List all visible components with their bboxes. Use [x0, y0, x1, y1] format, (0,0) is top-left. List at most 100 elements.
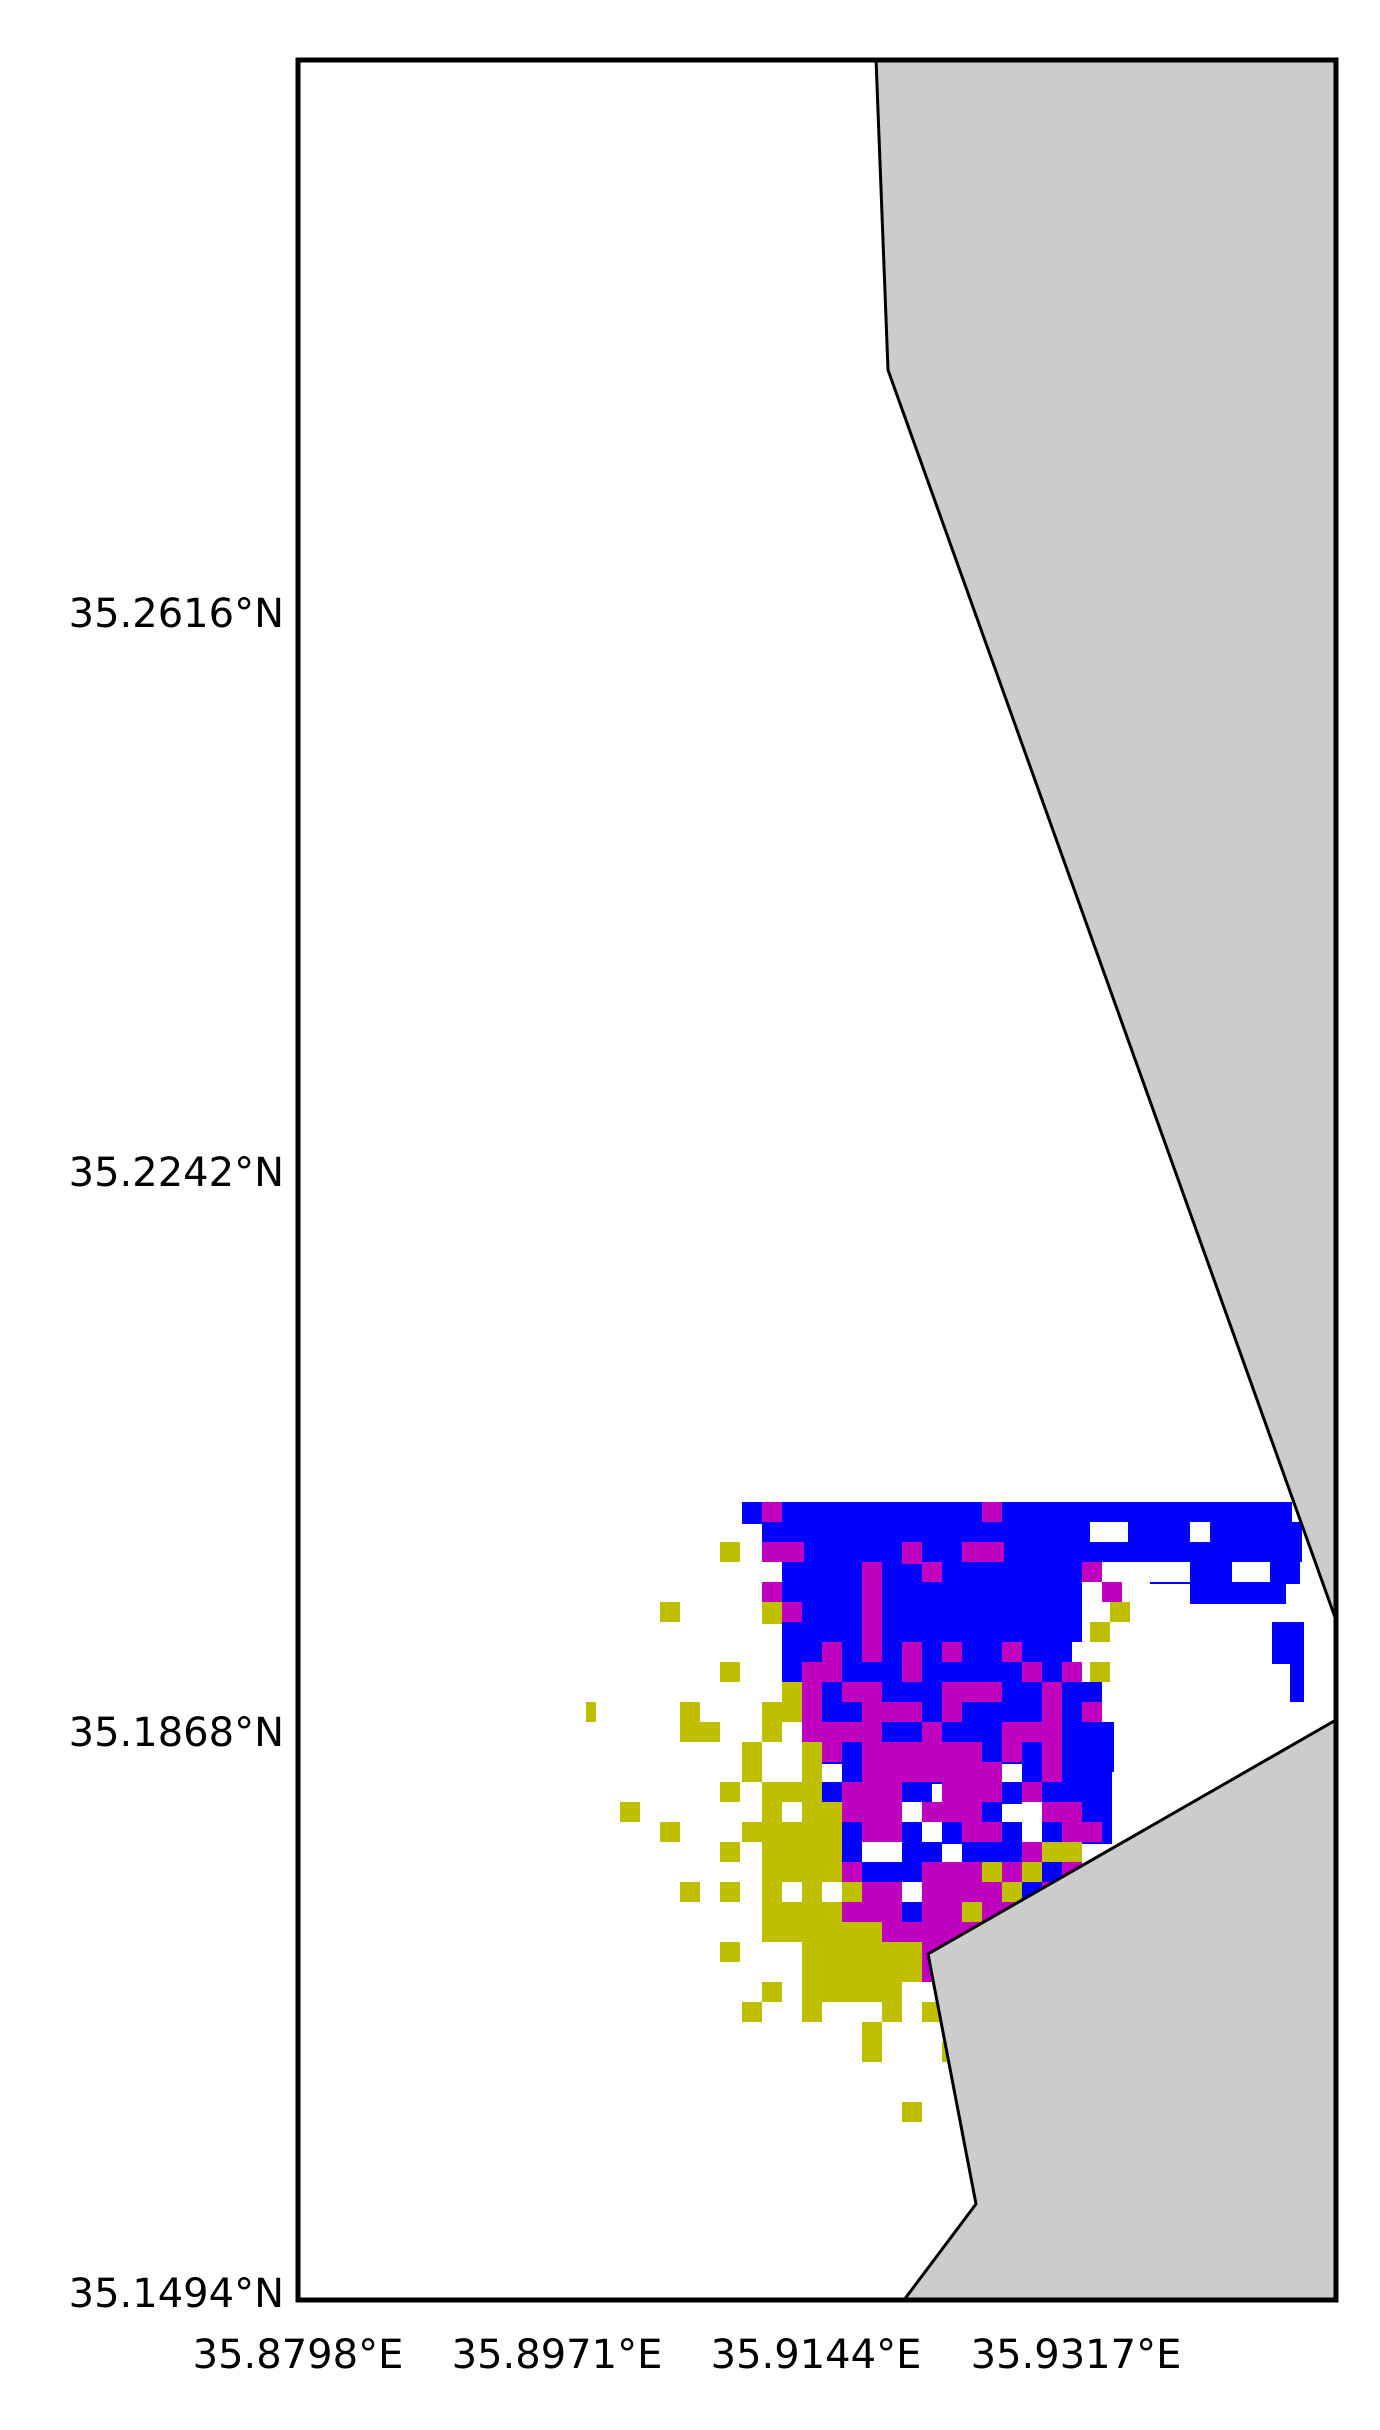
- pixel-magenta: [962, 1542, 1004, 1562]
- pixel-blue: [962, 1842, 1002, 1862]
- map-frame: [295, 57, 1339, 2303]
- pixel-olive: [720, 1662, 740, 1682]
- pixel-olive: [762, 1802, 782, 1822]
- pixel-olive: [762, 1982, 782, 2002]
- pixel-olive: [802, 1802, 842, 1822]
- pixel-magenta: [1022, 1782, 1042, 1802]
- classified-pixel-layer: [586, 1502, 1306, 2122]
- pixel-olive: [1090, 1662, 1110, 1682]
- pixel-olive: [802, 1742, 822, 1762]
- pixel-blue: [842, 1842, 862, 1862]
- pixel-magenta: [1002, 1722, 1022, 1762]
- pixel-magenta: [1062, 1802, 1082, 1822]
- pixel-blue: [902, 1842, 942, 1862]
- lat-tick-label: 35.2616°N: [69, 591, 284, 637]
- lat-tick-label: 35.2242°N: [69, 1150, 284, 1196]
- pixel-olive: [680, 1882, 700, 1902]
- pixel-gap: [1150, 1562, 1190, 1582]
- pixel-blue: [942, 1822, 962, 1844]
- pixel-olive: [982, 1862, 1002, 1882]
- pixel-olive: [742, 2002, 762, 2022]
- pixel-olive: [782, 1682, 802, 1702]
- pixel-magenta: [762, 1502, 782, 1522]
- pixel-olive: [620, 1802, 640, 1822]
- pixel-magenta: [902, 1542, 922, 1564]
- pixel-magenta: [1042, 1762, 1062, 1782]
- pixel-gap: [1232, 1562, 1270, 1582]
- pixel-blue: [1190, 1582, 1286, 1604]
- pixel-blue: [842, 1822, 862, 1842]
- pixel-olive: [720, 1542, 740, 1562]
- pixel-olive: [1002, 1882, 1022, 1902]
- pixel-magenta: [1082, 1702, 1102, 1722]
- pixel-magenta: [802, 1662, 822, 1742]
- pixel-olive: [1090, 1622, 1110, 1642]
- pixel-magenta: [842, 1782, 902, 1822]
- pixel-magenta: [942, 1762, 1002, 1802]
- pixel-olive: [742, 1742, 762, 1762]
- pixel-olive: [902, 2102, 922, 2122]
- pixel-olive: [762, 1722, 782, 1742]
- pixel-olive: [962, 1902, 982, 1922]
- pixel-blue: [1272, 1622, 1304, 1664]
- pixel-blue: [982, 1802, 1002, 1822]
- pixel-olive: [742, 1822, 842, 1842]
- pixel-olive: [720, 1842, 740, 1862]
- pixel-blue: [782, 1602, 1082, 1642]
- pixel-magenta: [862, 1682, 882, 1722]
- pixel-blue: [822, 1782, 842, 1802]
- pixel-olive: [762, 1902, 842, 1942]
- pixel-olive: [842, 1922, 882, 1942]
- pixel-olive: [762, 1842, 842, 1882]
- pixel-olive: [802, 1942, 922, 1982]
- pixel-olive: [720, 1882, 740, 1902]
- pixel-blue: [1042, 1862, 1062, 1882]
- pixel-magenta: [1042, 1802, 1062, 1822]
- pixel-olive: [762, 1702, 802, 1722]
- pixel-olive: [1022, 1862, 1042, 1882]
- pixel-magenta: [862, 1562, 882, 1662]
- pixel-olive: [680, 1722, 720, 1742]
- pixel-magenta: [882, 1702, 922, 1722]
- pixel-olive: [802, 2002, 822, 2022]
- pixel-magenta: [1022, 1662, 1042, 1682]
- pixel-magenta: [1022, 1722, 1042, 1742]
- pixel-magenta: [922, 1722, 942, 1742]
- pixel-olive: [862, 2022, 882, 2042]
- pixel-blue: [1062, 1722, 1114, 1772]
- pixel-magenta: [942, 1882, 962, 1902]
- pixel-magenta: [1082, 1822, 1102, 1842]
- pixel-magenta: [862, 1742, 982, 1762]
- lon-tick-label: 35.9144°E: [711, 2332, 922, 2378]
- pixel-blue: [742, 1502, 1292, 1524]
- pixel-magenta: [842, 1682, 862, 1702]
- pixel-olive: [842, 1882, 862, 1902]
- pixel-olive: [1042, 1842, 1082, 1862]
- pixel-blue: [762, 1522, 1302, 1542]
- pixel-magenta: [1022, 1842, 1042, 1862]
- pixel-blue: [882, 1862, 902, 1882]
- pixel-olive: [802, 1762, 822, 1782]
- pixel-olive: [742, 1762, 762, 1782]
- pixel-magenta: [902, 1762, 942, 1782]
- pixel-blue: [902, 1782, 932, 1802]
- pixel-olive: [1110, 1602, 1130, 1622]
- pixel-olive: [802, 1982, 902, 2002]
- pixel-olive: [660, 1602, 680, 1622]
- pixel-blue: [1002, 1822, 1022, 1842]
- pixel-magenta: [942, 1682, 962, 1722]
- pixel-magenta: [942, 1642, 962, 1662]
- pixel-blue: [902, 1822, 922, 1844]
- pixel-magenta: [1102, 1582, 1122, 1602]
- pixel-olive: [762, 1882, 782, 1902]
- pixel-olive: [862, 2042, 882, 2062]
- lon-tick-label: 35.8798°E: [193, 2332, 404, 2378]
- pixel-magenta: [922, 1802, 982, 1822]
- pixel-olive: [720, 1942, 740, 1962]
- pixel-magenta: [922, 1562, 942, 1582]
- pixel-blue: [862, 1862, 882, 1882]
- pixel-magenta: [842, 1722, 882, 1742]
- pixel-olive: [882, 2002, 902, 2022]
